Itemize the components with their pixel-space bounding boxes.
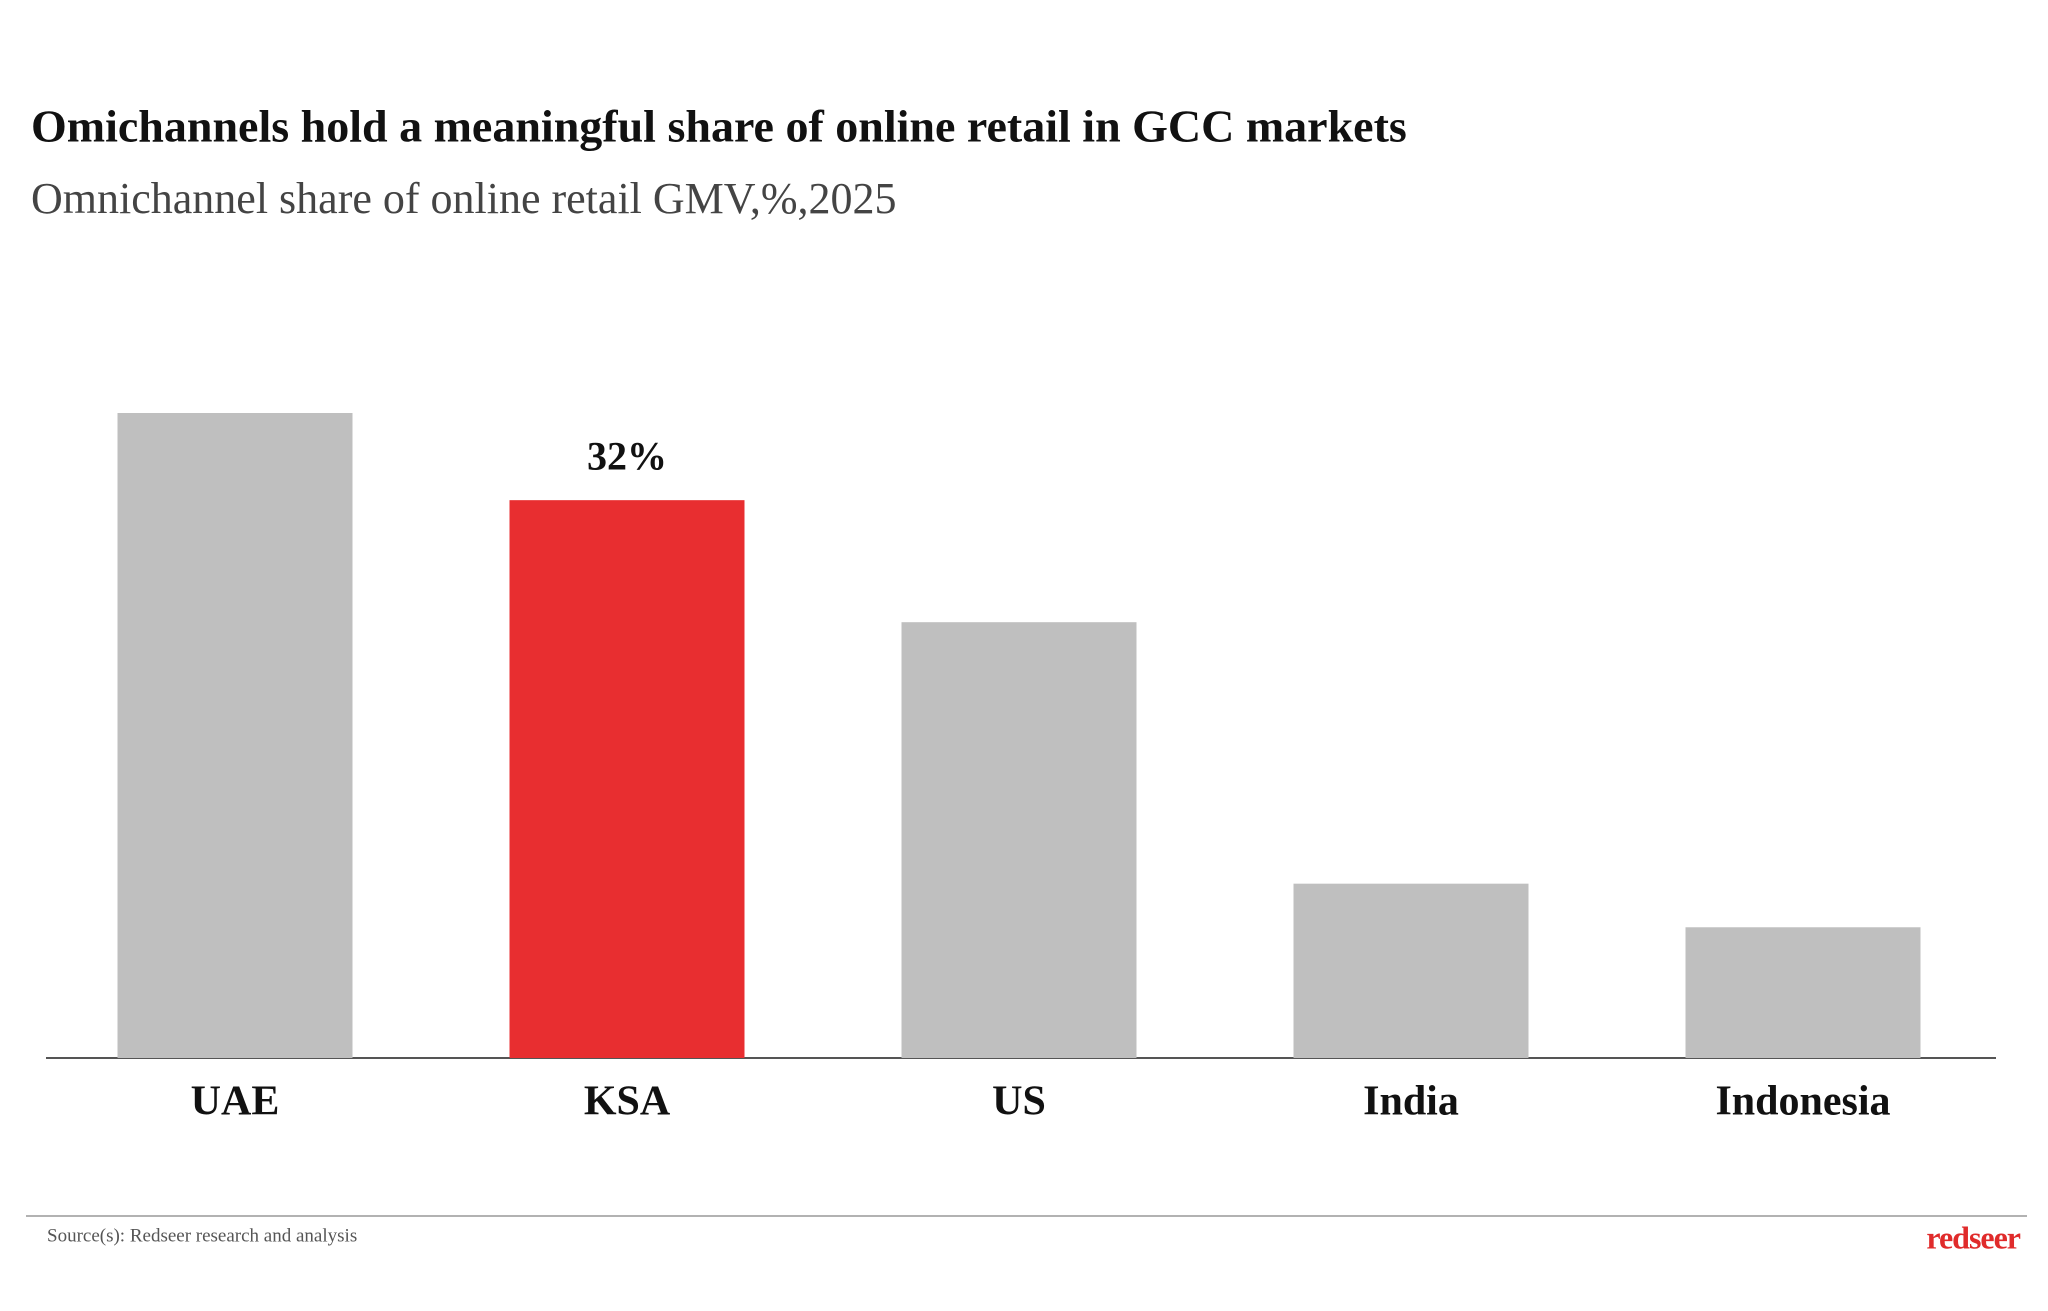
x-tick-label: KSA <box>584 1079 671 1125</box>
bar <box>901 622 1137 1058</box>
bar <box>117 413 353 1058</box>
bar <box>509 500 745 1058</box>
chart-title: Omichannels hold a meaningful share of o… <box>31 101 1407 152</box>
source-note: Source(s): Redseer research and analysis <box>47 1225 357 1246</box>
x-tick-label: India <box>1363 1079 1459 1125</box>
chart-subtitle: Omnichannel share of online retail GMV,%… <box>31 174 897 223</box>
bar <box>1293 883 1529 1058</box>
x-tick-label: US <box>992 1079 1046 1125</box>
x-tick-label: Indonesia <box>1715 1079 1890 1125</box>
value-label: 32% <box>587 433 667 478</box>
x-tick-label: UAE <box>191 1079 280 1125</box>
bar <box>1685 927 1921 1058</box>
brand-logo: redseer <box>1926 1219 2020 1255</box>
